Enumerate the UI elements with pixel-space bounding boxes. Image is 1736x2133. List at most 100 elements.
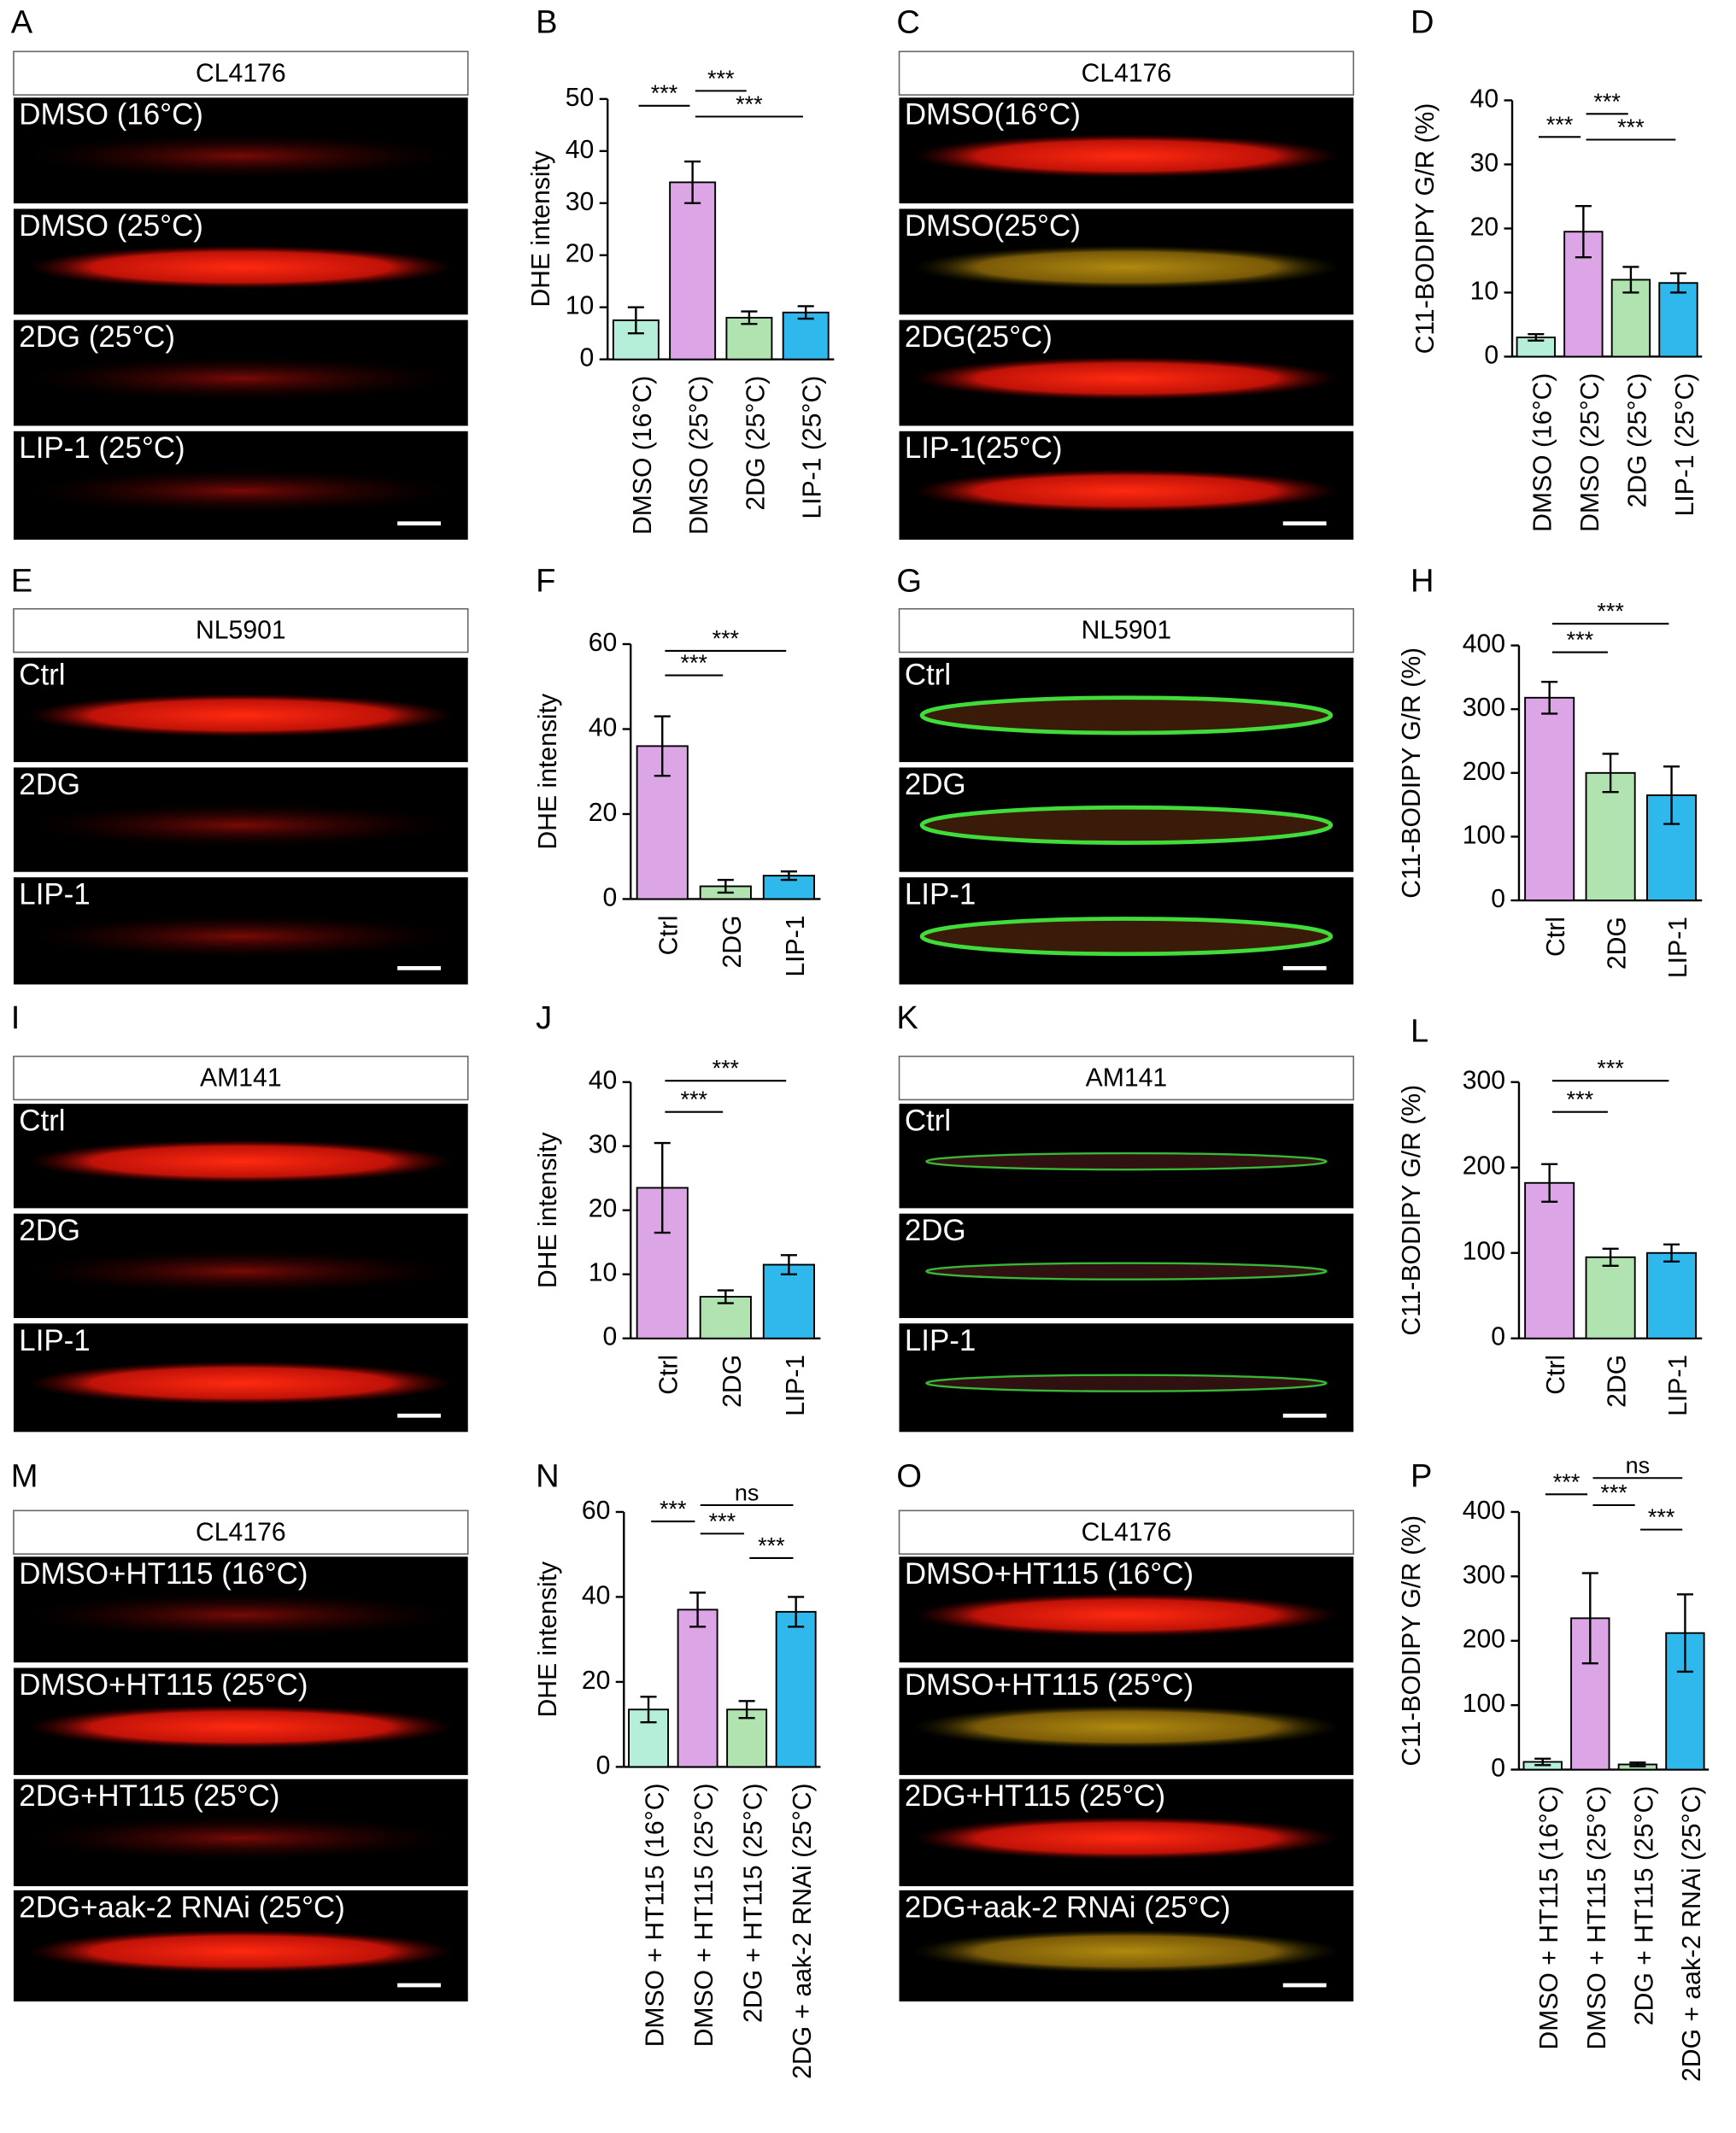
- x-tick-label: Ctrl: [1542, 917, 1570, 957]
- y-tick-label: 0: [580, 344, 595, 372]
- y-tick-label: 20: [1470, 213, 1499, 241]
- y-tick-label: 40: [589, 713, 618, 741]
- condition-label: Ctrl: [19, 658, 65, 691]
- error-bar: [654, 1141, 671, 1234]
- x-tick-label: DMSO + HT115 (25°C): [690, 1783, 718, 2047]
- error-bar: [640, 1696, 657, 1724]
- strain-header: [13, 607, 469, 653]
- y-tick-label: 60: [589, 629, 618, 657]
- y-tick-label: 0: [1491, 885, 1505, 913]
- worm: [925, 1151, 1328, 1171]
- strain-label: AM141: [200, 1064, 282, 1093]
- y-tick-label: 30: [566, 188, 595, 216]
- error-bar: [689, 1591, 707, 1628]
- bar: [726, 1708, 768, 1768]
- y-tick-label: 10: [566, 292, 595, 320]
- significance-label: ***: [1593, 89, 1621, 114]
- condition-label: Ctrl: [905, 658, 951, 691]
- significance-label: ***: [681, 1087, 708, 1112]
- worm: [919, 695, 1334, 735]
- worm: [912, 356, 1340, 401]
- worm: [26, 356, 455, 401]
- x-tick-label: 2DG + HT115 (25°C): [1630, 1786, 1658, 2026]
- condition-label: 2DG (25°C): [19, 320, 175, 354]
- worm: [26, 1816, 455, 1861]
- y-tick-label: 10: [1470, 277, 1499, 305]
- panel-label: M: [11, 1458, 38, 1494]
- worm: [26, 1929, 455, 1973]
- bar: [775, 1610, 817, 1768]
- condition-label: 2DG+HT115 (25°C): [905, 1779, 1165, 1813]
- worm: [919, 805, 1334, 845]
- y-tick-label: 100: [1463, 1238, 1505, 1266]
- strain-label: NL5901: [196, 617, 286, 645]
- x-tick-label: DMSO + HT115 (25°C): [1583, 1786, 1611, 2050]
- condition-label: LIP-1 (25°C): [19, 431, 185, 465]
- significance-label: ***: [1567, 1087, 1594, 1112]
- strain-header: [13, 50, 469, 96]
- significance-label: ***: [709, 1509, 736, 1534]
- condition-label: DMSO(25°C): [905, 209, 1081, 243]
- significance-label: ***: [1546, 112, 1574, 138]
- panel-label: D: [1410, 5, 1434, 41]
- x-tick-label: LIP-1: [782, 916, 810, 977]
- y-tick-label: 0: [1491, 1755, 1505, 1783]
- condition-label: LIP-1(25°C): [905, 431, 1063, 465]
- condition-label: DMSO+HT115 (16°C): [905, 1557, 1194, 1591]
- worm: [912, 469, 1340, 513]
- error-bar: [1663, 765, 1680, 825]
- x-tick-label: LIP-1: [1664, 917, 1692, 978]
- significance-label: ***: [1600, 1480, 1628, 1505]
- y-tick-label: 20: [589, 1195, 618, 1223]
- significance-label: ***: [651, 80, 678, 106]
- worm: [925, 1262, 1328, 1280]
- y-tick-label: 300: [1463, 1067, 1505, 1095]
- panel-label: G: [896, 564, 922, 600]
- significance-label: ***: [1617, 114, 1645, 140]
- worm: [26, 245, 455, 290]
- x-tick-label: DMSO + HT115 (16°C): [642, 1783, 670, 2047]
- panel-label: F: [536, 564, 555, 600]
- y-tick-label: 40: [582, 1581, 611, 1609]
- worm: [26, 1593, 455, 1638]
- x-tick-label: DMSO (16°C): [1528, 373, 1557, 532]
- significance-label: ns: [735, 1480, 759, 1505]
- strain-header: [13, 1509, 469, 1555]
- y-tick-label: 200: [1463, 758, 1505, 786]
- panel-label: O: [896, 1458, 922, 1494]
- bar: [669, 181, 717, 360]
- condition-label: Ctrl: [19, 1105, 65, 1138]
- y-tick-label: 200: [1463, 1152, 1505, 1181]
- y-tick-label: 0: [596, 1751, 611, 1779]
- significance-label: ***: [1597, 599, 1624, 624]
- bar: [1585, 771, 1636, 901]
- bar: [677, 1609, 718, 1768]
- error-bar: [780, 870, 797, 882]
- bar: [782, 311, 830, 360]
- worm: [26, 1140, 455, 1184]
- significance-label: ***: [1567, 627, 1594, 653]
- worm: [26, 1249, 455, 1293]
- x-tick-label: LIP-1: [1664, 1355, 1692, 1416]
- y-tick-label: 40: [589, 1067, 618, 1095]
- condition-label: 2DG: [19, 768, 80, 801]
- worm: [912, 1816, 1340, 1861]
- x-tick-label: Ctrl: [655, 1355, 683, 1395]
- y-axis-label: C11-BODIPY G/R (%): [1398, 648, 1426, 899]
- y-tick-label: 0: [603, 1323, 618, 1351]
- y-tick-label: 300: [1463, 694, 1505, 722]
- panel-label: L: [1410, 1014, 1428, 1050]
- panel-label: I: [11, 1000, 21, 1036]
- significance-label: ns: [1626, 1453, 1650, 1479]
- condition-label: 2DG: [19, 1214, 80, 1247]
- panel-label: N: [536, 1458, 560, 1494]
- condition-label: DMSO+HT115 (25°C): [905, 1668, 1194, 1702]
- worm: [912, 245, 1340, 290]
- y-tick-label: 20: [582, 1667, 611, 1695]
- x-tick-label: Ctrl: [655, 916, 683, 956]
- condition-label: LIP-1: [905, 1324, 976, 1357]
- x-tick-label: 2DG (25°C): [742, 376, 770, 511]
- significance-label: ***: [707, 66, 735, 91]
- significance-label: ***: [736, 91, 763, 117]
